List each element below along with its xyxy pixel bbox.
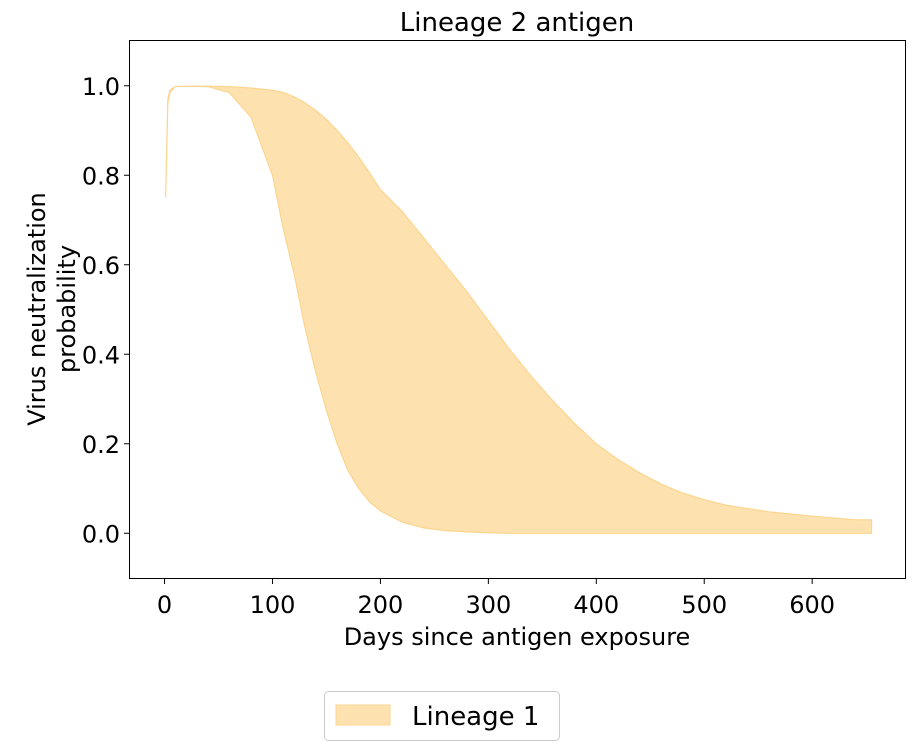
x-axis: 0 100 200 300 400 500 600 xyxy=(157,578,835,619)
y-tick-label: 0.6 xyxy=(82,252,120,280)
y-axis-title-line-1: Virus neutralization xyxy=(23,192,51,426)
x-tick-label: 500 xyxy=(681,591,727,619)
y-tick-label: 0.2 xyxy=(82,431,120,459)
x-tick-label: 600 xyxy=(789,591,835,619)
series-band-1 xyxy=(165,85,873,534)
y-tick-label: 0.8 xyxy=(82,162,120,190)
legend-swatch xyxy=(335,704,391,726)
x-tick-label: 200 xyxy=(358,591,404,619)
y-axis-title-line-2: probability xyxy=(53,245,81,373)
x-axis-title: Days since antigen exposure xyxy=(344,623,691,651)
x-tick-label: 0 xyxy=(157,591,172,619)
y-axis: 0.0 0.2 0.4 0.6 0.8 1.0 xyxy=(82,73,130,548)
x-tick-label: 400 xyxy=(573,591,619,619)
x-tick-label: 300 xyxy=(465,591,511,619)
x-tick-label: 100 xyxy=(250,591,296,619)
y-tick-label: 0.0 xyxy=(82,520,120,548)
plot-frame xyxy=(129,40,906,579)
chart-title: Lineage 2 antigen xyxy=(400,8,635,38)
y-tick-label: 0.4 xyxy=(82,341,120,369)
legend: Lineage 1 xyxy=(324,691,560,741)
plot-layer xyxy=(165,85,873,534)
legend-label: Lineage 1 xyxy=(412,702,539,732)
legend-frame xyxy=(324,691,560,741)
y-tick-label: 1.0 xyxy=(82,73,120,101)
